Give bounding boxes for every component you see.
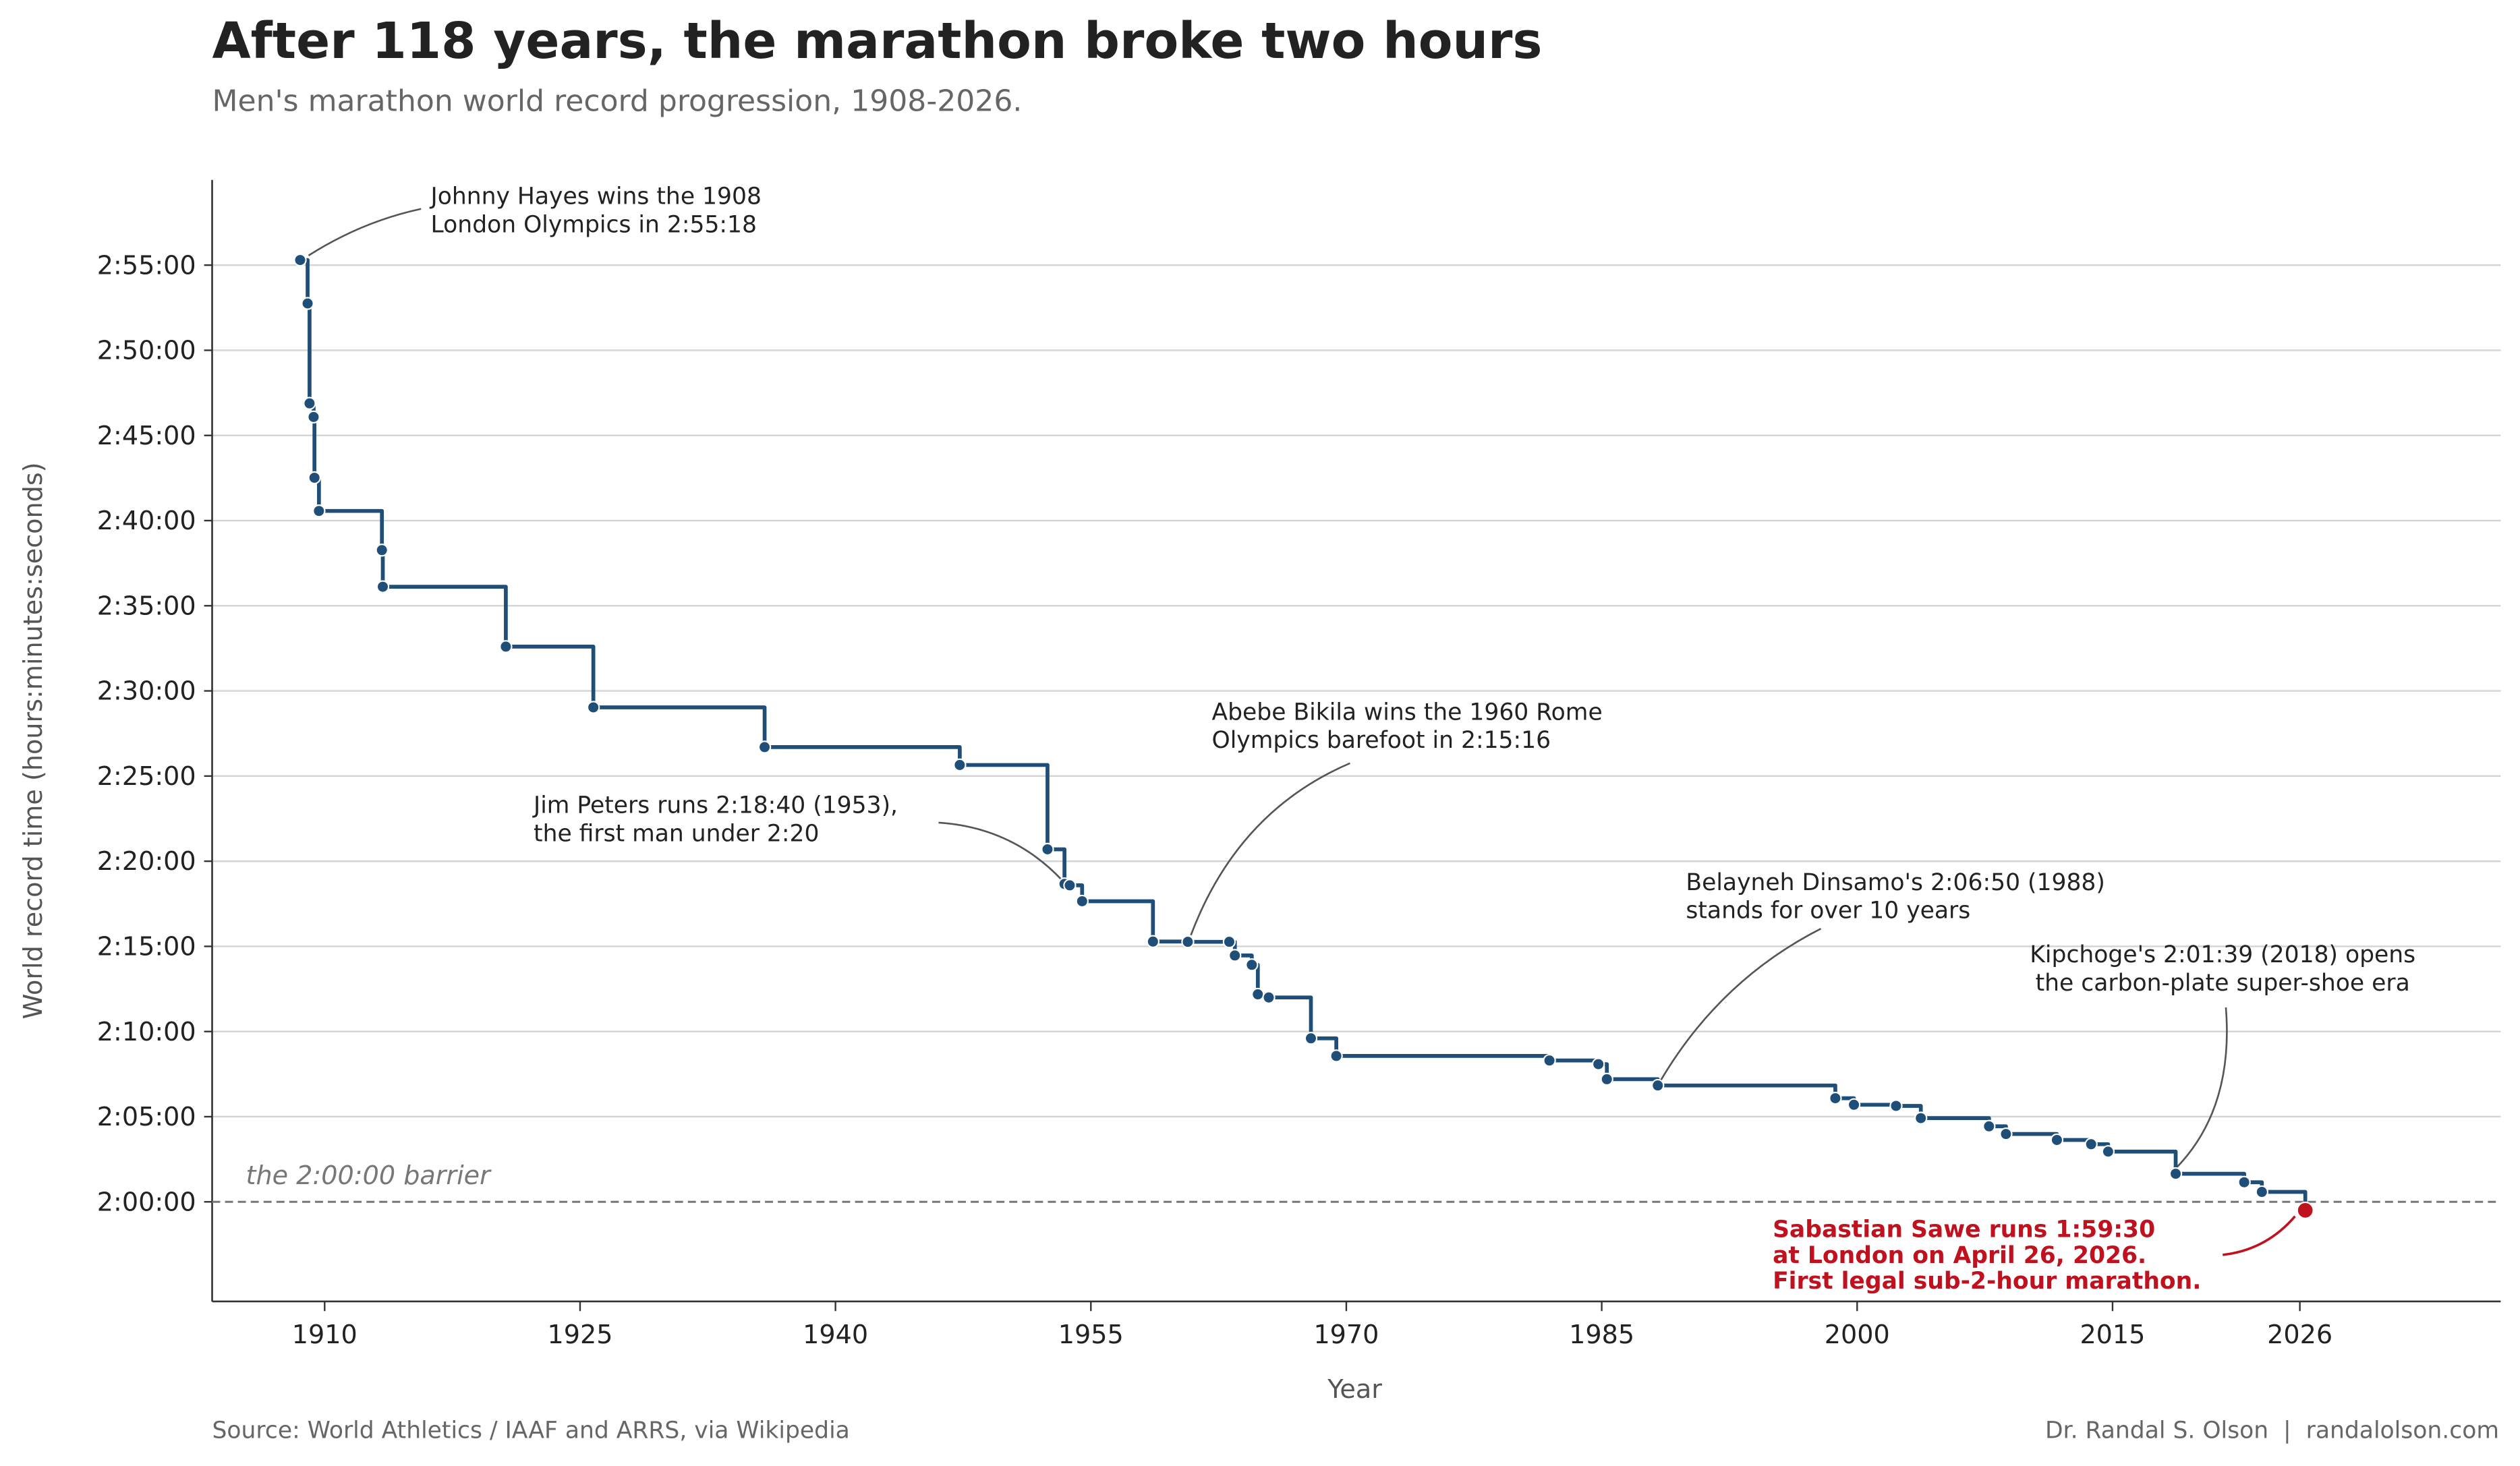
y-tick-label: 2:00:00 xyxy=(97,1187,196,1216)
credit-note: Dr. Randal S. Olson | randalolson.com xyxy=(2045,1417,2499,1444)
record-point xyxy=(1262,991,1276,1004)
record-point xyxy=(587,701,600,714)
record-point xyxy=(1543,1053,1556,1067)
record-point xyxy=(1222,935,1236,949)
y-tick-label: 2:30:00 xyxy=(97,676,196,706)
x-tick-label: 1910 xyxy=(292,1320,357,1349)
chart-subtitle: Men's marathon world record progression,… xyxy=(212,84,1023,118)
record-point xyxy=(1914,1111,1928,1125)
x-tick-label: 1925 xyxy=(547,1320,612,1349)
x-tick-label: 2026 xyxy=(2267,1320,2332,1349)
annotation-text: Jim Peters runs 2:18:40 (1953), xyxy=(532,792,898,819)
record-point xyxy=(2255,1185,2268,1199)
x-tick-label: 1955 xyxy=(1058,1320,1124,1349)
record-point xyxy=(2050,1133,2064,1147)
record-point xyxy=(1889,1099,1903,1113)
record-point xyxy=(1146,935,1159,948)
record-point xyxy=(1651,1079,1665,1092)
x-tick-label: 2000 xyxy=(1825,1320,1890,1349)
record-point xyxy=(757,740,772,754)
record-point xyxy=(1592,1057,1605,1071)
annotation-connector xyxy=(308,208,422,256)
record-point xyxy=(1251,987,1265,1001)
record-point xyxy=(1304,1032,1318,1045)
y-tick-label: 2:05:00 xyxy=(97,1102,196,1132)
record-point xyxy=(1041,842,1054,856)
y-tick-label: 2:25:00 xyxy=(97,761,196,791)
record-point xyxy=(375,544,389,557)
chart-title: After 118 years, the marathon broke two … xyxy=(212,12,1543,70)
record-point xyxy=(1847,1098,1861,1111)
record-point xyxy=(1329,1049,1343,1063)
record-point xyxy=(2084,1138,2098,1151)
y-tick-label: 2:15:00 xyxy=(97,932,196,962)
annotation-text: at London on April 26, 2026. xyxy=(1773,1242,2146,1269)
annotation-connector xyxy=(2223,1215,2296,1256)
x-axis-label: Year xyxy=(1327,1374,1382,1404)
record-point xyxy=(301,297,314,310)
x-tick-label: 1940 xyxy=(803,1320,868,1349)
record-point-highlight xyxy=(2296,1201,2314,1219)
record-point xyxy=(1075,894,1089,908)
annotation-text: London Olympics in 2:55:18 xyxy=(431,211,757,238)
annotation-text: Olympics barefoot in 2:15:16 xyxy=(1212,727,1551,754)
record-point xyxy=(499,640,513,653)
record-point xyxy=(293,253,307,267)
annotation-connector xyxy=(2175,1007,2228,1169)
x-axis-ticks: 1910 1925 1940 1955 1970 1985 2000 2015 2026 xyxy=(292,1301,2332,1349)
record-point xyxy=(1063,879,1077,892)
x-tick-label: 2015 xyxy=(2080,1320,2145,1349)
y-tick-label: 2:20:00 xyxy=(97,846,196,876)
barrier-label: the 2:00:00 barrier xyxy=(246,1161,492,1190)
annotation-text: stands for over 10 years xyxy=(1686,898,1970,925)
annotation-text: Kipchoge's 2:01:39 (2018) opens xyxy=(2030,941,2415,968)
record-point xyxy=(2237,1175,2251,1189)
record-point xyxy=(303,397,316,410)
y-tick-label: 2:40:00 xyxy=(97,506,196,535)
record-point xyxy=(953,758,967,772)
record-point xyxy=(1228,949,1242,962)
y-tick-label: 2:55:00 xyxy=(97,250,196,280)
record-point xyxy=(1999,1127,2013,1141)
record-point xyxy=(312,504,326,518)
annotation-connector xyxy=(1659,928,1822,1082)
annotation-text: Johnny Hayes wins the 1908 xyxy=(430,183,762,210)
y-axis-ticks: 2:00:00 2:05:00 2:10:00 2:15:00 2:20:00 2:25:… xyxy=(97,250,212,1216)
annotation-text: First legal sub-2-hour marathon. xyxy=(1773,1268,2201,1295)
source-note: Source: World Athletics / IAAF and ARRS,… xyxy=(212,1417,850,1444)
annotation-connector xyxy=(938,821,1063,881)
annotation-text: the first man under 2:20 xyxy=(534,820,819,847)
record-point xyxy=(1982,1119,1996,1133)
record-point xyxy=(1245,958,1259,972)
record-point xyxy=(1181,935,1195,949)
annotation-connectors xyxy=(308,208,2296,1256)
annotation-connector xyxy=(1190,762,1350,936)
annotation-text: Abebe Bikila wins the 1960 Rome xyxy=(1212,699,1603,726)
y-tick-label: 2:45:00 xyxy=(97,421,196,450)
annotation-text: the carbon-plate super-shoe era xyxy=(2036,970,2410,997)
record-point xyxy=(308,471,321,485)
record-point xyxy=(376,580,390,593)
x-tick-label: 1985 xyxy=(1569,1320,1634,1349)
record-point xyxy=(307,410,320,424)
x-tick-label: 1970 xyxy=(1313,1320,1379,1349)
annotation-text: Sabastian Sawe runs 1:59:30 xyxy=(1773,1216,2155,1243)
y-axis-label: World record time (hours:minutes:seconds… xyxy=(18,462,48,1019)
annotation-text: Belayneh Dinsamo's 2:06:50 (1988) xyxy=(1686,869,2104,896)
y-tick-label: 2:35:00 xyxy=(97,591,196,620)
record-points xyxy=(293,253,2314,1219)
record-point xyxy=(1829,1091,1842,1105)
record-point xyxy=(2169,1167,2183,1181)
y-tick-label: 2:50:00 xyxy=(97,336,196,365)
record-point xyxy=(2101,1145,2115,1159)
record-step-line xyxy=(300,258,2308,1210)
y-tick-label: 2:10:00 xyxy=(97,1017,196,1047)
record-point xyxy=(1600,1072,1613,1086)
